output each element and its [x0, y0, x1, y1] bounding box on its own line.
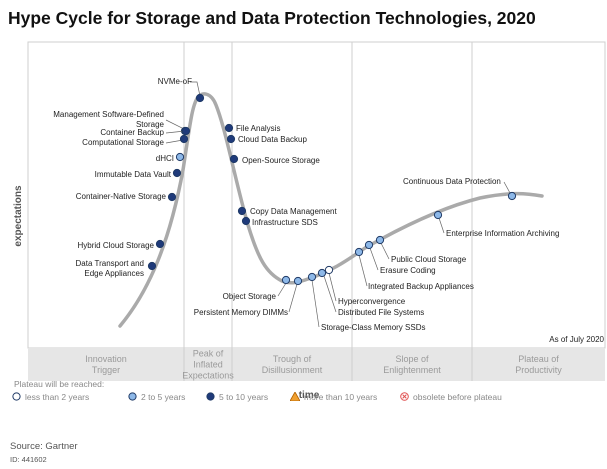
point-copy-data-management — [237, 206, 247, 216]
leader-line-integrated-backup-appliances — [358, 254, 368, 287]
legend-label: 5 to 10 years — [219, 392, 269, 402]
as-of-note: As of July 2020 — [549, 335, 604, 344]
circle-icon — [12, 392, 21, 403]
chart-title: Hype Cycle for Storage and Data Protecti… — [8, 8, 536, 28]
legend-item-less-than-2-years: less than 2 years — [12, 392, 89, 403]
label-enterprise-information-archiving: Enterprise Information Archiving — [446, 229, 559, 238]
hype-cycle-chart: Innovation Trigger Peak of Inflated Expectat… — [13, 41, 606, 400]
label-persistent-memory-dimms: Persistent Memory DIMMs — [194, 308, 288, 317]
leader-line-public-cloud-storage — [380, 242, 390, 260]
phase-label-plateau-of-productivity: Plateau of Productivity — [515, 354, 562, 375]
label-infrastructure-sds: Infrastructure SDS — [252, 218, 318, 227]
leader-line-management-software-defined-storage — [165, 119, 185, 130]
point-infrastructure-sds — [241, 216, 251, 226]
label-cloud-data-backup: Cloud Data Backup — [238, 135, 307, 144]
point-object-storage — [281, 275, 291, 285]
circle-icon — [206, 392, 215, 403]
label-open-source-storage: Open-Source Storage — [242, 156, 320, 165]
document-id: ID: 441602 — [10, 455, 47, 464]
leader-line-container-backup — [165, 130, 186, 134]
point-storage-class-memory-ssds — [307, 272, 317, 282]
phase-label-peak-of-inflated-expectations: Peak of Inflated Expectations — [182, 349, 234, 381]
point-dhci — [175, 152, 185, 162]
point-nvme-of — [195, 93, 205, 103]
legend-item-obsolete-before-plateau: obsolete before plateau — [400, 392, 502, 403]
leader-line-object-storage — [277, 282, 287, 297]
leader-line-storage-class-memory-ssds — [311, 279, 320, 328]
point-container-backup — [181, 126, 191, 136]
label-immutable-data-vault: Immutable Data Vault — [95, 170, 172, 179]
x-axis-label: time — [299, 390, 320, 400]
legend-label: obsolete before plateau — [413, 392, 502, 402]
leader-line-hyperconvergence — [328, 272, 337, 302]
point-immutable-data-vault — [172, 168, 182, 178]
leader-line-erasure-coding — [369, 247, 379, 271]
label-storage-class-memory-ssds: Storage-Class Memory SSDs — [321, 323, 425, 332]
label-copy-data-management: Copy Data Management — [250, 207, 337, 216]
label-computational-storage: Computational Storage — [82, 138, 164, 147]
point-distributed-file-systems — [317, 268, 327, 278]
label-nvme-of: NVMe-oF — [158, 77, 192, 86]
label-dhci: dHCI — [156, 154, 174, 163]
phase-band — [28, 348, 605, 381]
leader-line-continuous-data-protection — [503, 181, 511, 194]
triangle-icon — [289, 391, 301, 403]
point-computational-storage — [179, 134, 189, 144]
phase-label-slope-of-enlightenment: Slope of Enlightenment — [383, 354, 441, 375]
leader-line-distributed-file-systems — [323, 275, 337, 313]
point-enterprise-information-archiving — [433, 210, 443, 220]
leader-line-computational-storage — [165, 139, 184, 144]
obsolete-icon — [400, 392, 409, 403]
phase-label-trough-of-disillusionment: Trough of Disillusionment — [262, 354, 323, 375]
legend-label: less than 2 years — [25, 392, 90, 402]
point-cloud-data-backup — [226, 134, 236, 144]
point-continuous-data-protection — [507, 191, 517, 201]
label-public-cloud-storage: Public Cloud Storage — [391, 255, 467, 264]
source-note: Source: Gartner — [10, 441, 78, 452]
y-axis-label: expectations — [13, 185, 24, 247]
label-hyperconvergence: Hyperconvergence — [338, 297, 406, 306]
point-container-native-storage — [167, 192, 177, 202]
point-erasure-coding — [364, 240, 374, 250]
legend-item-more-than-10-years: more than 10 years — [289, 391, 378, 403]
circle-icon — [128, 392, 137, 403]
leader-line-persistent-memory-dimms — [288, 283, 298, 313]
label-hybrid-cloud-storage: Hybrid Cloud Storage — [78, 241, 155, 250]
point-hyperconvergence — [324, 265, 334, 275]
legend-label: more than 10 years — [304, 392, 378, 402]
point-file-analysis — [224, 123, 234, 133]
label-container-native-storage: Container-Native Storage — [76, 192, 167, 201]
point-persistent-memory-dimms — [293, 276, 303, 286]
label-management-software-defined-storage: Management Software-Defined Storage — [53, 110, 164, 129]
label-erasure-coding: Erasure Coding — [380, 266, 436, 275]
point-public-cloud-storage — [375, 235, 385, 245]
label-integrated-backup-appliances: Integrated Backup Appliances — [368, 282, 474, 291]
legend-item-5-to-10-years: 5 to 10 years — [206, 392, 268, 403]
point-data-transport-and-edge-appliances — [147, 261, 157, 271]
label-continuous-data-protection: Continuous Data Protection — [403, 177, 501, 186]
legend-title: Plateau will be reached: — [14, 379, 105, 389]
leader-line-nvme-of — [190, 81, 201, 97]
point-open-source-storage — [229, 154, 239, 164]
legend-label: 2 to 5 years — [141, 392, 186, 402]
point-hybrid-cloud-storage — [155, 239, 165, 249]
point-integrated-backup-appliances — [354, 247, 364, 257]
label-object-storage: Object Storage — [223, 292, 277, 301]
hype-curve — [118, 92, 544, 328]
phase-label-innovation-trigger: Innovation Trigger — [85, 354, 127, 375]
label-file-analysis: File Analysis — [236, 124, 280, 133]
label-container-backup: Container Backup — [100, 128, 164, 137]
legend-item-2-to-5-years: 2 to 5 years — [128, 392, 185, 403]
label-data-transport-and-edge-appliances: Data Transport and Edge Appliances — [76, 259, 144, 278]
leader-line-enterprise-information-archiving — [438, 217, 445, 234]
label-distributed-file-systems: Distributed File Systems — [338, 308, 424, 317]
